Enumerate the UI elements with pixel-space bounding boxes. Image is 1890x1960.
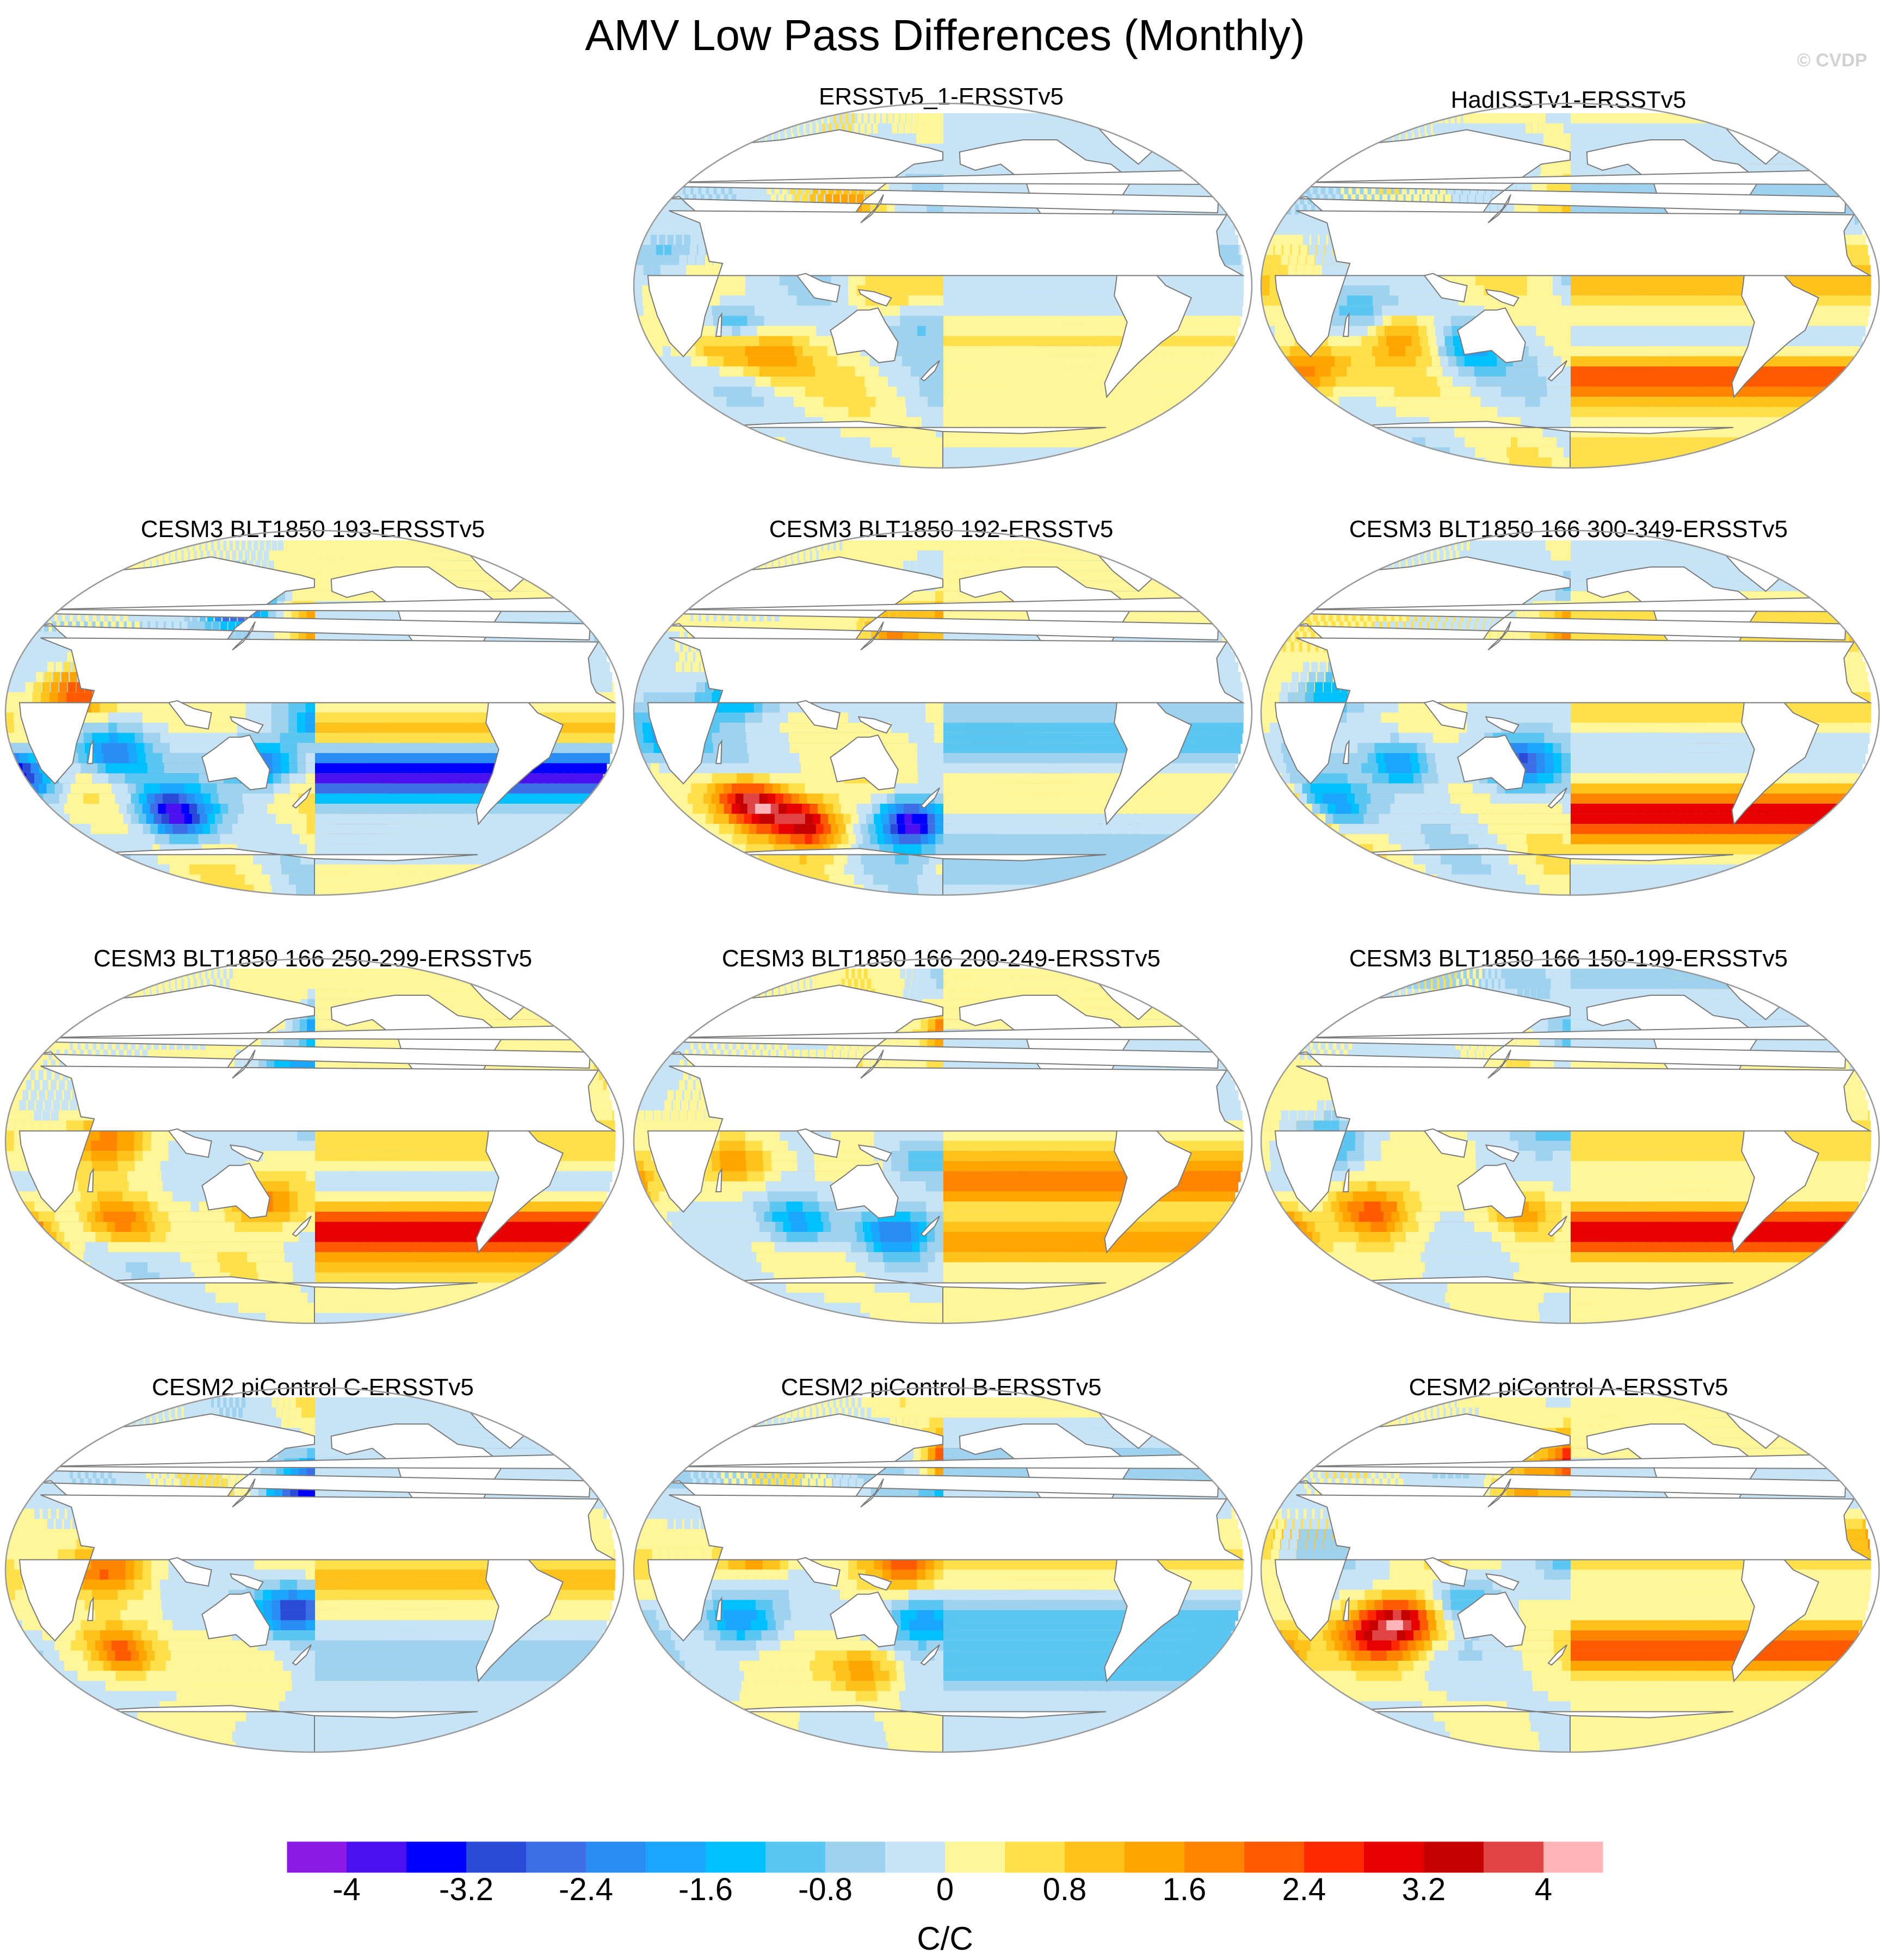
panel-title: CESM3 BLT1850 192-ERSSTv5 xyxy=(628,514,1254,545)
colorbar-swatch xyxy=(1065,1841,1125,1873)
map-panel xyxy=(633,529,1253,896)
colorbar-swatch xyxy=(1304,1841,1364,1873)
colorbar-swatch xyxy=(765,1841,826,1873)
colorbar-tick-label: -4 xyxy=(292,1871,401,1909)
map-border xyxy=(633,1386,1253,1753)
map-panel xyxy=(1260,958,1880,1324)
map-border xyxy=(4,958,625,1324)
panel-title: ERSSTv5_1-ERSSTv5 xyxy=(628,82,1254,112)
map-panel xyxy=(633,958,1253,1324)
colorbar-swatch xyxy=(1484,1841,1544,1873)
colorbar-swatch xyxy=(526,1841,586,1873)
map-border xyxy=(633,958,1253,1324)
colorbar-swatch xyxy=(347,1841,407,1873)
colorbar-swatch xyxy=(706,1841,766,1873)
colorbar-tick-label: -0.8 xyxy=(771,1871,880,1909)
map-panel xyxy=(633,102,1253,469)
continent-outlines xyxy=(1274,972,1873,1323)
colorbar-swatch xyxy=(945,1841,1005,1873)
colorbar-tick-label: -1.6 xyxy=(651,1871,760,1909)
continent-outlines xyxy=(18,544,617,895)
colorbar-swatch xyxy=(287,1841,347,1873)
continent-outlines xyxy=(1274,544,1873,895)
colorbar-tick-label: -3.2 xyxy=(412,1871,521,1909)
panel-title: CESM3 BLT1850 166 300-349-ERSSTv5 xyxy=(1256,514,1881,545)
colorbar-units-label: C/C xyxy=(0,1920,1890,1958)
colorbar-tick-label: 2.4 xyxy=(1250,1871,1358,1909)
colorbar-tick-label: 1.6 xyxy=(1130,1871,1239,1909)
colorbar-swatch xyxy=(1184,1841,1245,1873)
colorbar-swatch xyxy=(1543,1841,1604,1873)
colorbar-tick-label: 4 xyxy=(1489,1871,1598,1909)
continent-outlines xyxy=(647,972,1245,1323)
map-border xyxy=(1260,958,1880,1324)
continent-outlines xyxy=(1274,117,1873,468)
map-panel xyxy=(1260,529,1880,896)
map-panel xyxy=(4,958,625,1324)
map-border xyxy=(1260,1386,1880,1753)
figure-title: AMV Low Pass Differences (Monthly) xyxy=(0,5,1890,65)
map-panel xyxy=(1260,1386,1880,1753)
map-panel xyxy=(4,1386,625,1753)
map-border xyxy=(4,1386,625,1753)
colorbar-swatch xyxy=(406,1841,467,1873)
colorbar-swatch xyxy=(1125,1841,1185,1873)
colorbar-swatch xyxy=(1244,1841,1305,1873)
colorbar-swatch xyxy=(586,1841,646,1873)
map-panel xyxy=(633,1386,1253,1753)
colorbar xyxy=(286,1841,1604,1873)
continent-outlines xyxy=(1274,1401,1873,1752)
colorbar-swatch xyxy=(466,1841,527,1873)
map-border xyxy=(1260,102,1880,469)
map-border xyxy=(633,529,1253,896)
map-border xyxy=(1260,529,1880,896)
colorbar-swatch xyxy=(1424,1841,1484,1873)
map-panel xyxy=(4,529,625,896)
continent-outlines xyxy=(647,117,1245,468)
colorbar-tick-label: 0.8 xyxy=(1010,1871,1119,1909)
colorbar-tick-label: -2.4 xyxy=(532,1871,640,1909)
colorbar-swatch xyxy=(825,1841,886,1873)
map-panel xyxy=(1260,102,1880,469)
map-border xyxy=(633,102,1253,469)
map-border xyxy=(4,529,625,896)
continent-outlines xyxy=(647,1401,1245,1752)
colorbar-swatch xyxy=(646,1841,706,1873)
panel-title: CESM3 BLT1850 193-ERSSTv5 xyxy=(0,514,626,545)
colorbar-swatch xyxy=(1005,1841,1065,1873)
colorbar-tick-label: 3.2 xyxy=(1369,1871,1478,1909)
cvdp-watermark: © CVDP xyxy=(1797,50,1867,71)
colorbar-swatch xyxy=(885,1841,946,1873)
colorbar-tick-label: 0 xyxy=(891,1871,999,1909)
colorbar-swatch xyxy=(1364,1841,1424,1873)
